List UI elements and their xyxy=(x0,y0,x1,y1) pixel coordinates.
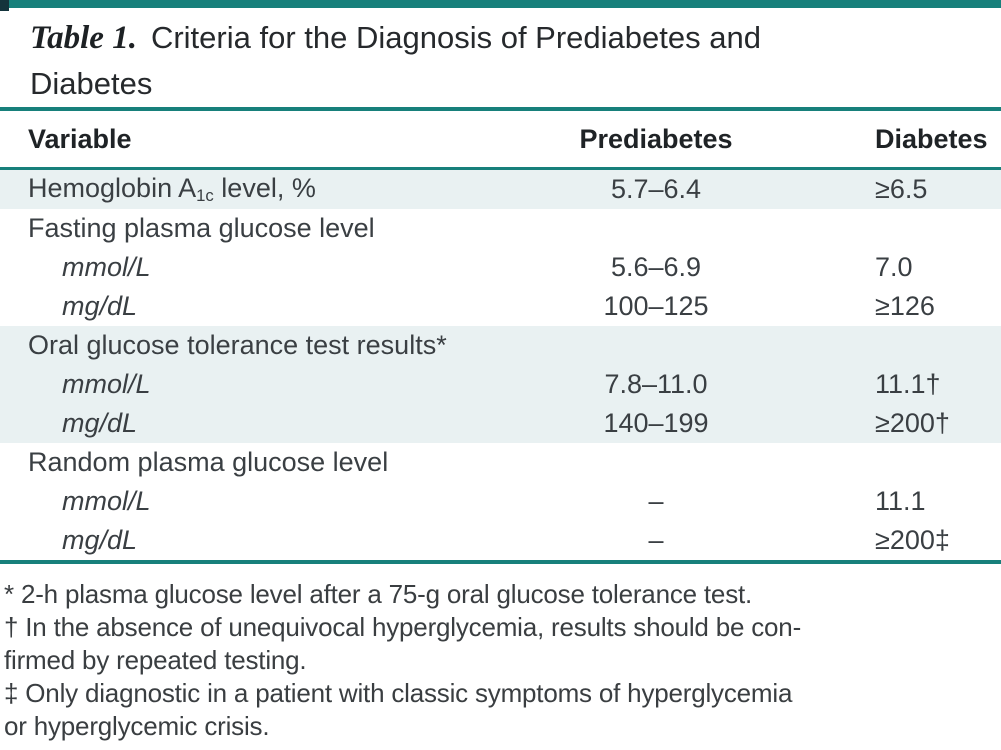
header-prediabetes: Prediabetes xyxy=(579,123,733,154)
footnotes: * 2-h plasma glucose level after a 75-g … xyxy=(0,564,1001,743)
diabetes-cell: ≥6.5 xyxy=(875,174,928,204)
diabetes-cell: ≥200† xyxy=(875,408,950,438)
table-number-label: Table 1. xyxy=(30,20,137,56)
row-fasting-mg: mg/dL 100–125 ≥126 xyxy=(0,287,1001,326)
row-hemoglobin-a1c: Hemoglobin A1c level, % 5.7–6.4 ≥6.5 xyxy=(0,170,1001,209)
header-bottom-rule xyxy=(0,167,1001,170)
variable-cell: mmol/L xyxy=(62,252,151,282)
diabetes-cell: 11.1† xyxy=(875,369,941,399)
table-header-row: Variable Prediabetes Diabetes xyxy=(0,111,1001,167)
footnote-line: * 2-h plasma glucose level after a 75-g … xyxy=(4,579,753,609)
variable-cell: mmol/L xyxy=(62,486,151,516)
prediabetes-cell: 5.7–6.4 xyxy=(610,174,702,204)
variable-cell: Hemoglobin A1c level, % xyxy=(0,173,541,206)
prediabetes-cell: – xyxy=(648,486,664,516)
row-random-group: Random plasma glucose level xyxy=(0,443,1001,482)
variable-cell: Random plasma glucose level xyxy=(28,447,389,477)
variable-cell: Fasting plasma glucose level xyxy=(28,213,375,243)
prediabetes-cell: 140–199 xyxy=(603,408,709,438)
diabetes-cell: 7.0 xyxy=(875,252,913,282)
row-random-mg: mg/dL – ≥200‡ xyxy=(0,521,1001,560)
table-title-line-2: Diabetes xyxy=(30,61,971,107)
footnote-line: † In the absence of unequivocal hypergly… xyxy=(4,612,802,642)
variable-subscript: 1c xyxy=(196,186,214,206)
row-ogtt-mmol: mmol/L 7.8–11.0 11.1† xyxy=(0,365,1001,404)
table-body: Hemoglobin A1c level, % 5.7–6.4 ≥6.5 Fas… xyxy=(0,170,1001,560)
header-variable: Variable xyxy=(28,123,132,154)
header-top-rule xyxy=(0,107,1001,111)
top-accent-bar xyxy=(0,0,1001,11)
variable-cell: Oral glucose tolerance test results* xyxy=(28,330,447,360)
variable-text: Hemoglobin A xyxy=(28,172,197,203)
page-corner-mark xyxy=(0,0,9,11)
footnote-line: firmed by repeated testing. xyxy=(4,645,307,675)
row-ogtt-mg: mg/dL 140–199 ≥200† xyxy=(0,404,1001,443)
variable-text: level, % xyxy=(213,172,316,203)
diabetes-cell: ≥126 xyxy=(875,291,935,321)
footnote-line: or hyperglycemic crisis. xyxy=(4,711,270,741)
variable-cell: mg/dL xyxy=(62,408,138,438)
prediabetes-cell: 7.8–11.0 xyxy=(604,369,708,399)
table-title: Table 1. Criteria for the Diagnosis of Pr… xyxy=(0,8,1001,107)
footnote-line: ‡ Only diagnostic in a patient with clas… xyxy=(4,678,793,708)
variable-cell: mg/dL xyxy=(62,291,138,321)
diabetes-cell: ≥200‡ xyxy=(875,525,950,555)
table-title-text-1: Criteria for the Diagnosis of Prediabete… xyxy=(150,20,761,55)
variable-cell: mmol/L xyxy=(62,369,151,399)
diabetes-cell: 11.1 xyxy=(875,486,926,516)
row-fasting-mmol: mmol/L 5.6–6.9 7.0 xyxy=(0,248,1001,287)
variable-cell: mg/dL xyxy=(62,525,138,555)
table-title-line-1: Table 1. Criteria for the Diagnosis of Pr… xyxy=(30,15,971,61)
table-title-text-2: Diabetes xyxy=(30,66,153,101)
table-bottom-rule xyxy=(0,560,1001,564)
row-random-mmol: mmol/L – 11.1 xyxy=(0,482,1001,521)
prediabetes-cell: 5.6–6.9 xyxy=(610,252,702,282)
prediabetes-cell: – xyxy=(648,525,664,555)
row-fasting-group: Fasting plasma glucose level xyxy=(0,209,1001,248)
row-ogtt-group: Oral glucose tolerance test results* xyxy=(0,326,1001,365)
header-diabetes: Diabetes xyxy=(875,123,988,154)
prediabetes-cell: 100–125 xyxy=(603,291,709,321)
